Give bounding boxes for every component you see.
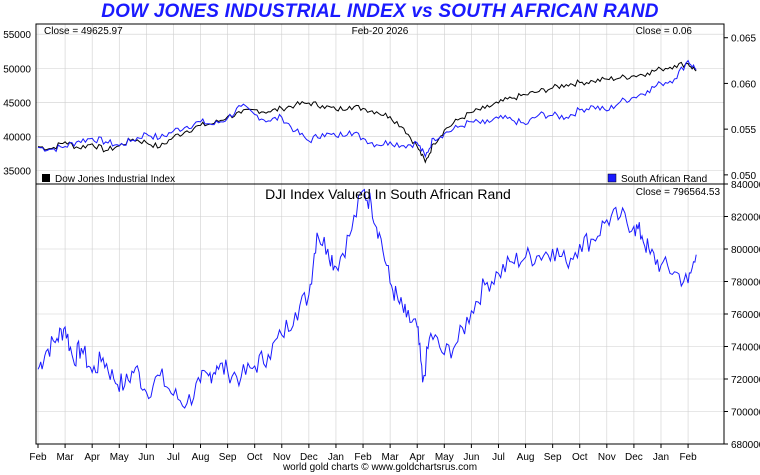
x-tick-label: May <box>110 452 129 463</box>
x-tick-label: Apr <box>409 452 425 463</box>
rand-legend-label: South African Rand <box>621 174 707 185</box>
ratio-y-tick-label: 720000 <box>731 375 760 386</box>
y-left-tick-label: 40000 <box>3 132 31 143</box>
ratio-y-tick-label: 680000 <box>731 440 760 451</box>
y-right-tick-label: 0.050 <box>731 171 756 182</box>
rand-series-line <box>37 59 697 159</box>
x-tick-label: Sep <box>544 452 562 463</box>
x-tick-label: Dec <box>300 452 318 463</box>
ratio-y-tick-label: 840000 <box>731 180 760 191</box>
y-right-tick-label: 0.065 <box>731 34 756 45</box>
top-panel-grid <box>36 24 724 184</box>
x-tick-label: Jun <box>463 452 479 463</box>
x-tick-label: Feb <box>29 452 47 463</box>
x-tick-label: Feb <box>354 452 372 463</box>
x-tick-label: Jul <box>167 452 180 463</box>
x-tick-label: Aug <box>192 452 210 463</box>
x-tick-label: Nov <box>598 452 616 463</box>
y-left-tick-label: 45000 <box>3 98 31 109</box>
chart-title: DOW JONES INDUSTRIAL INDEX vs SOUTH AFRI… <box>101 1 659 22</box>
dow-legend-label: Dow Jones Industrial Index <box>55 174 175 185</box>
y-left-tick-label: 50000 <box>3 64 31 75</box>
x-tick-label: Aug <box>517 452 535 463</box>
x-tick-label: Apr <box>84 452 100 463</box>
ratio-y-tick-label: 700000 <box>731 408 760 419</box>
ratio-y-tick-label: 820000 <box>731 213 760 224</box>
x-tick-label: Sep <box>219 452 237 463</box>
ratio-y-tick-label: 740000 <box>731 343 760 354</box>
x-tick-label: Oct <box>572 452 588 463</box>
x-tick-label: Jun <box>138 452 154 463</box>
x-tick-label: Feb <box>679 452 697 463</box>
rand-legend-swatch <box>607 173 617 183</box>
x-tick-label: Mar <box>56 452 74 463</box>
x-tick-label: Mar <box>382 452 400 463</box>
x-tick-label: Oct <box>247 452 263 463</box>
ratio-y-tick-label: 780000 <box>731 278 760 289</box>
rand-close-label: Close = 0.06 <box>636 26 693 37</box>
ratio-y-tick-label: 800000 <box>731 245 760 256</box>
y-left-tick-label: 35000 <box>3 166 31 177</box>
plot-border <box>35 23 725 445</box>
series-lines <box>37 59 697 409</box>
ratio-subtitle: DJI Index Valued In South African Rand <box>265 186 511 202</box>
x-tick-label: Jan <box>328 452 344 463</box>
footer-credit: world gold charts © www.goldchartsrus.co… <box>282 462 478 473</box>
date-label: Feb-20 2026 <box>352 26 409 37</box>
dow-close-label: Close = 49625.97 <box>44 26 123 37</box>
x-tick-label: May <box>435 452 454 463</box>
y-right-tick-label: 0.060 <box>731 79 756 90</box>
x-tick-label: Jan <box>653 452 669 463</box>
ratio-close-label: Close = 796564.53 <box>636 187 721 198</box>
dow-legend-swatch <box>42 174 50 182</box>
y-right-tick-label: 0.055 <box>731 125 756 136</box>
dow-series-line <box>37 61 697 164</box>
x-tick-label: Jul <box>492 452 505 463</box>
x-tick-label: Dec <box>625 452 643 463</box>
y-left-tick-label: 55000 <box>3 30 31 41</box>
ratio-series-line <box>37 188 697 409</box>
axis-ticks: Feb Mar Apr May Jun Jul Aug Sep Oct Nov Dec Jan Feb M… <box>3 30 760 463</box>
x-tick-label: Nov <box>273 452 291 463</box>
ratio-y-tick-label: 760000 <box>731 310 760 321</box>
